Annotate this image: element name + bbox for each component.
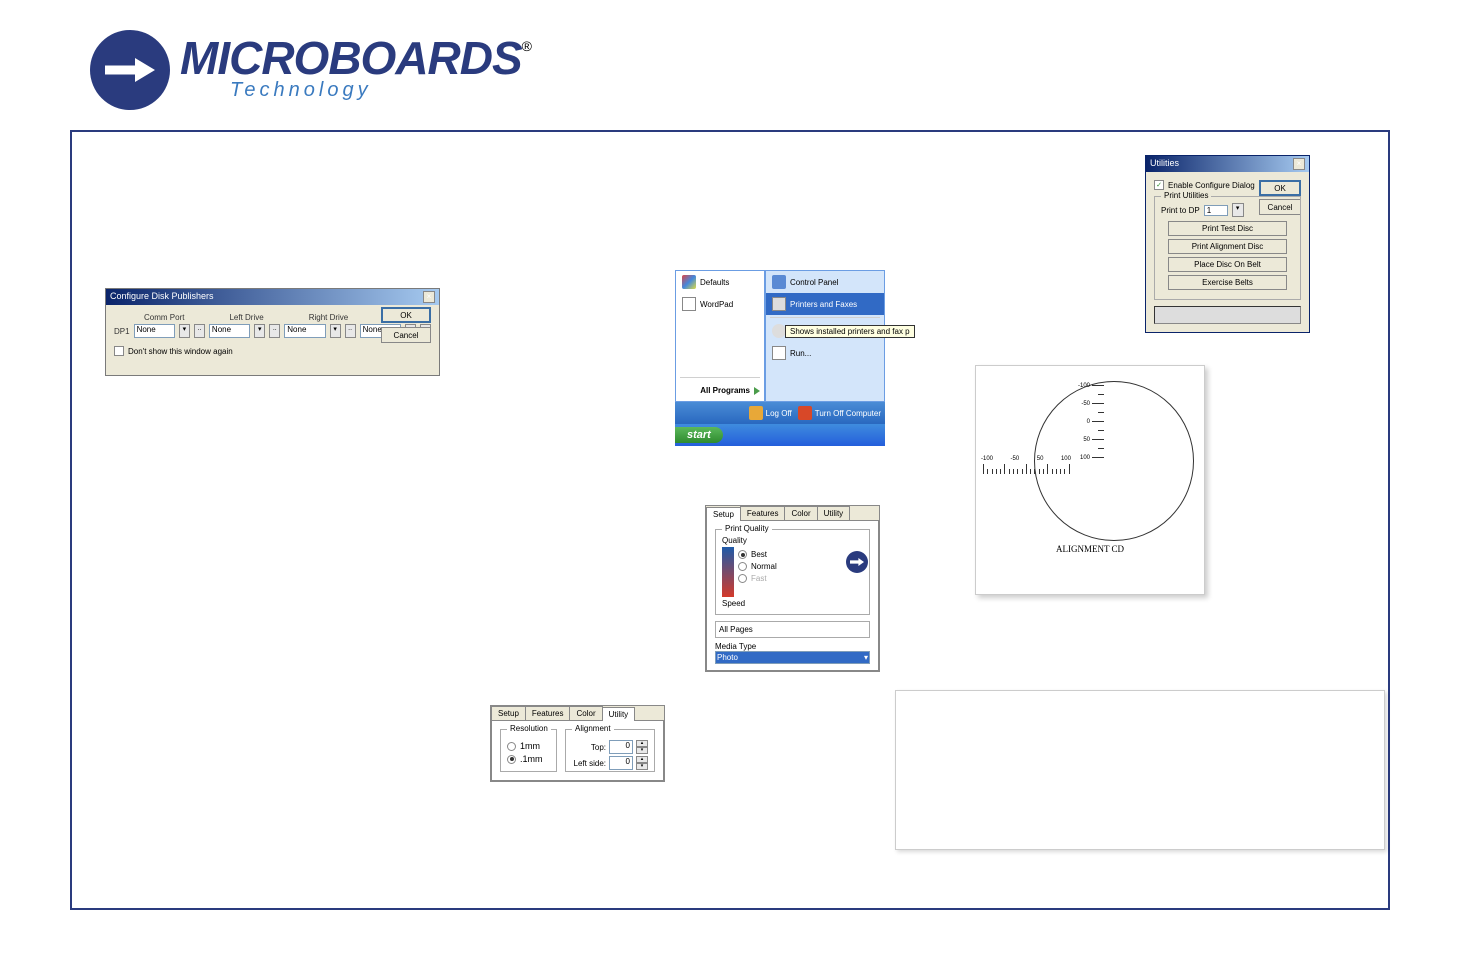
printer-properties-utility: Setup Features Color Utility Resolution …	[490, 705, 665, 782]
start-menu-left: Defaults WordPad All Programs	[675, 270, 765, 402]
print-quality-fieldset: Print Quality Quality Best Normal Fast S…	[715, 529, 870, 615]
close-icon[interactable]: ×	[423, 291, 435, 303]
rightdrive-select[interactable]: None	[284, 324, 325, 338]
chevron-down-icon[interactable]: ▾	[179, 324, 190, 338]
tab-utility[interactable]: Utility	[602, 707, 636, 721]
browse-button[interactable]: ..	[194, 324, 205, 338]
exercise-belts-button[interactable]: Exercise Belts	[1168, 275, 1288, 290]
menu-item-defaults[interactable]: Defaults	[676, 271, 764, 293]
dp-select[interactable]: 1	[1204, 205, 1228, 216]
printers-icon	[772, 297, 786, 311]
radio-normal[interactable]	[738, 562, 747, 571]
triangle-right-icon	[754, 387, 760, 395]
empty-panel	[895, 690, 1385, 850]
browse-button[interactable]: ..	[269, 324, 280, 338]
logoff-icon	[749, 406, 763, 420]
chevron-down-icon[interactable]: ▾	[1232, 203, 1244, 217]
header-leftdrive: Left Drive	[229, 313, 263, 322]
leftdrive-select[interactable]: None	[209, 324, 250, 338]
mediatype-select[interactable]: Photo ▾	[715, 651, 870, 664]
tab-utility[interactable]: Utility	[817, 506, 851, 520]
controlpanel-icon	[772, 275, 786, 289]
printers-tooltip: Shows installed printers and fax p	[785, 325, 915, 338]
wordpad-icon	[682, 297, 696, 311]
configure-dialog: Configure Disk Publishers × OK Cancel Co…	[105, 288, 440, 376]
alignment-cd-diagram: -100 -50 0 50 100 -100 -50 50 100 ALIGNM…	[975, 365, 1205, 595]
tabs: Setup Features Color Utility	[491, 706, 664, 721]
spin-up-icon[interactable]: ▴	[636, 756, 648, 763]
horizontal-ruler: -100 -50 50 100	[981, 456, 1071, 481]
commport-select[interactable]: None	[134, 324, 175, 338]
power-icon	[798, 406, 812, 420]
radio-best[interactable]	[738, 550, 747, 559]
menu-item-wordpad[interactable]: WordPad	[676, 293, 764, 315]
place-disc-button[interactable]: Place Disc On Belt	[1168, 257, 1288, 272]
chevron-down-icon[interactable]: ▾	[254, 324, 265, 338]
tab-setup[interactable]: Setup	[706, 507, 741, 521]
spin-up-icon[interactable]: ▴	[636, 740, 648, 747]
brand-logo: MICROBOARDS® Technology	[90, 30, 532, 110]
configure-titlebar[interactable]: Configure Disk Publishers ×	[106, 289, 439, 305]
start-button[interactable]: start	[675, 427, 723, 443]
spin-down-icon[interactable]: ▾	[636, 747, 648, 754]
taskbar: start	[675, 424, 885, 446]
mediatype-label: Media Type	[715, 642, 870, 651]
menu-item-run[interactable]: Run...	[766, 342, 884, 364]
status-bar	[1154, 306, 1301, 324]
radio-point1mm[interactable]	[507, 755, 516, 764]
cancel-button[interactable]: Cancel	[381, 327, 431, 343]
utilities-dialog: Utilities × OK Cancel ✓ Enable Configure…	[1145, 155, 1310, 333]
print-alignment-disc-button[interactable]: Print Alignment Disc	[1168, 239, 1288, 254]
ok-button[interactable]: OK	[381, 307, 431, 323]
logo-text: MICROBOARDS	[180, 32, 522, 84]
logoff-button[interactable]: Log Off	[749, 406, 792, 420]
chevron-down-icon: ▾	[864, 653, 868, 662]
utilities-titlebar[interactable]: Utilities ×	[1146, 156, 1309, 172]
enable-config-checkbox[interactable]: ✓	[1154, 180, 1164, 190]
spin-down-icon[interactable]: ▾	[636, 763, 648, 770]
search-icon	[772, 324, 786, 338]
turnoff-button[interactable]: Turn Off Computer	[798, 406, 881, 420]
dontshow-checkbox[interactable]	[114, 346, 124, 356]
print-quality-label: Print Quality	[722, 524, 772, 533]
dontshow-label: Don't show this window again	[128, 347, 233, 356]
alignment-fieldset: Alignment Top: 0 ▴▾ Left side: 0 ▴▾	[565, 729, 655, 772]
tab-features[interactable]: Features	[525, 706, 571, 720]
run-icon	[772, 346, 786, 360]
configure-title: Configure Disk Publishers	[110, 291, 214, 303]
tab-features[interactable]: Features	[740, 506, 786, 520]
speed-label: Speed	[722, 599, 863, 608]
defaults-icon	[682, 275, 696, 289]
tab-color[interactable]: Color	[569, 706, 602, 720]
browse-button[interactable]: ..	[345, 324, 356, 338]
start-menu: Defaults WordPad All Programs Control Pa…	[675, 270, 885, 446]
print-test-disc-button[interactable]: Print Test Disc	[1168, 221, 1288, 236]
ok-button[interactable]: OK	[1259, 180, 1301, 196]
quality-label: Quality	[722, 536, 863, 545]
printer-properties-setup: Setup Features Color Utility Print Quali…	[705, 505, 880, 672]
menu-item-controlpanel[interactable]: Control Panel	[766, 271, 884, 293]
tabs: Setup Features Color Utility	[706, 506, 879, 521]
print-utilities-fieldset: Print Utilities Print to DP 1 ▾ Print Te…	[1154, 196, 1301, 300]
tab-color[interactable]: Color	[784, 506, 817, 520]
chevron-down-icon[interactable]: ▾	[330, 324, 341, 338]
tab-setup[interactable]: Setup	[491, 706, 526, 720]
row-label: DP1	[114, 327, 130, 336]
quality-gradient	[722, 547, 734, 597]
top-input[interactable]: 0	[609, 740, 633, 754]
all-programs[interactable]: All Programs	[676, 380, 764, 401]
menu-item-printers[interactable]: Printers and Faxes	[766, 293, 884, 315]
radio-fast	[738, 574, 747, 583]
allpages-box[interactable]: All Pages	[715, 621, 870, 638]
alignment-cd-label: ALIGNMENT CD	[976, 544, 1204, 554]
close-icon[interactable]: ×	[1293, 158, 1305, 170]
left-input[interactable]: 0	[609, 756, 633, 770]
header-rightdrive: Right Drive	[309, 313, 349, 322]
start-menu-bottom: Log Off Turn Off Computer	[675, 402, 885, 424]
radio-1mm[interactable]	[507, 742, 516, 751]
logo-mark	[90, 30, 170, 110]
header-commport: Comm Port	[144, 313, 184, 322]
vertical-ruler: -100 -50 0 50 100	[1074, 381, 1104, 471]
resolution-fieldset: Resolution 1mm .1mm	[500, 729, 557, 772]
